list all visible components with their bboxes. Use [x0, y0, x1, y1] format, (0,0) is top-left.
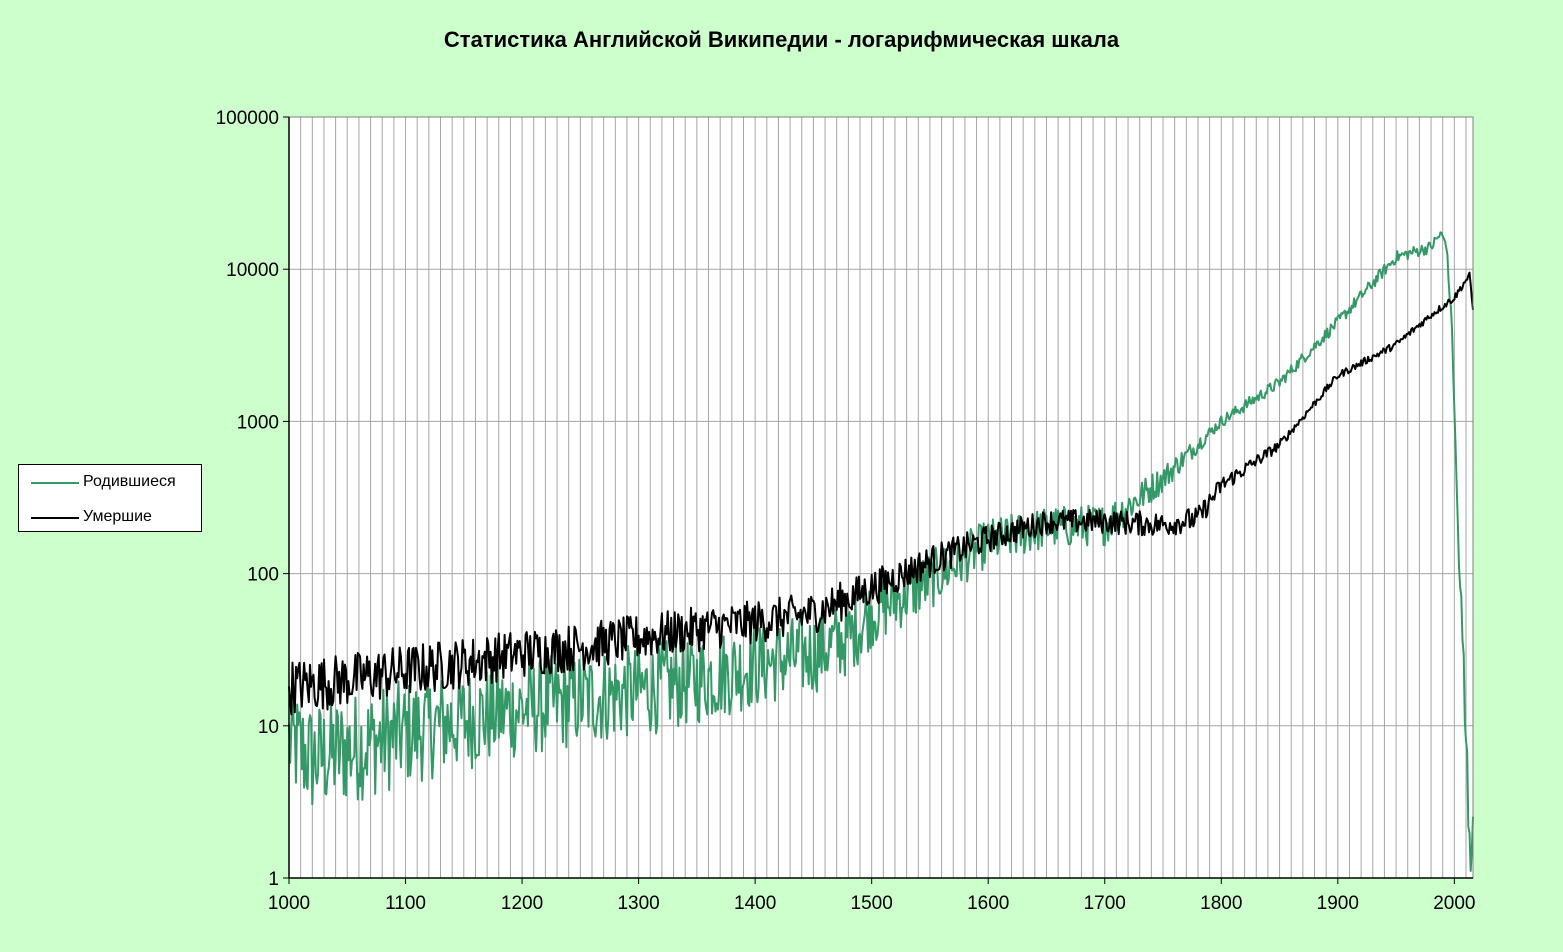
- grid-layer: [289, 117, 1473, 878]
- legend-swatch-born: [31, 482, 79, 484]
- y-tick-label: 10000: [226, 260, 279, 281]
- x-tick-label: 1000: [268, 893, 310, 914]
- x-tick-label: 1400: [734, 893, 776, 914]
- chart-title: Статистика Английской Википедии - логари…: [443, 27, 1120, 52]
- legend-label-born: Родившиеся: [83, 473, 176, 490]
- legend: Родившиеся Умершие: [18, 464, 202, 532]
- legend-label-died: Умершие: [83, 508, 152, 525]
- x-tick-label: 2000: [1433, 893, 1475, 914]
- series-line-died: [288, 271, 1474, 716]
- y-tick-label: 10: [258, 717, 279, 738]
- x-tick-label: 1200: [501, 893, 543, 914]
- legend-swatch-died: [31, 517, 79, 519]
- y-tick-label: 1000: [237, 412, 279, 433]
- x-tick-label: 1500: [851, 893, 893, 914]
- series-line-born: [288, 231, 1474, 872]
- x-tick-label: 1600: [967, 893, 1009, 914]
- y-tick-label: 1: [268, 869, 279, 890]
- series-layer: [288, 231, 1474, 872]
- axis-layer: 1 10 100 1000 10000 100000 1000 1100 1200 1300 140…: [216, 108, 1476, 914]
- y-tick-label: 100000: [216, 108, 279, 129]
- y-tick-label: 100: [247, 565, 279, 586]
- x-tick-label: 1100: [385, 893, 426, 914]
- x-tick-label: 1800: [1200, 893, 1242, 914]
- x-tick-label: 1300: [617, 893, 659, 914]
- plot-area: [289, 117, 1473, 878]
- x-tick-label: 1900: [1317, 893, 1359, 914]
- x-tick-label: 1700: [1084, 893, 1126, 914]
